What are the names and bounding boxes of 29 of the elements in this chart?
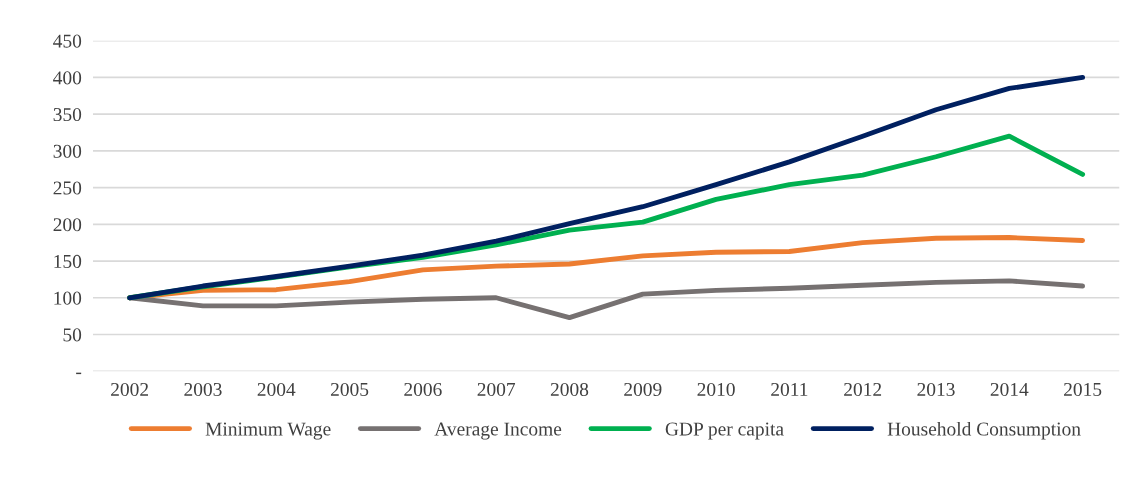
x-tick-label: 2003 [184,382,222,397]
x-tick-label: 2008 [550,382,589,397]
x-tick-label: 2002 [111,382,149,397]
x-tick-label: 2004 [257,382,296,397]
y-tick-label: 50 [63,328,82,342]
y-tick-label: 100 [54,291,82,305]
x-tick-label: 2013 [917,382,955,397]
x-tick-label: 2014 [990,382,1029,397]
x-tick-label: 2006 [404,382,442,397]
y-tick-label: 450 [53,34,82,48]
y-tick-label: - [76,372,82,375]
x-tick-label: 2007 [477,382,516,397]
x-tick-label: 2010 [697,382,735,397]
y-tick-label: 250 [53,181,82,195]
y-tick-label: 350 [53,107,82,122]
x-tick-label: 2011 [771,382,808,397]
legend-label: GDP per capita [665,422,784,440]
y-tick-label: 400 [53,71,82,85]
line-series [127,75,1086,301]
legend-label: Minimum Wage [205,422,331,440]
y-tick-label: 200 [53,218,82,232]
x-tick-label: 2005 [330,382,369,397]
y-tick-label: 150 [54,254,82,268]
y-tick-label: 300 [53,144,82,158]
legend-label: Household Consumption [887,421,1081,440]
x-tick-label: 2009 [624,382,662,397]
x-tick-label: 2012 [844,382,882,397]
legend-label: Average Income [434,422,562,440]
x-tick-label: 2015 [1064,382,1102,397]
